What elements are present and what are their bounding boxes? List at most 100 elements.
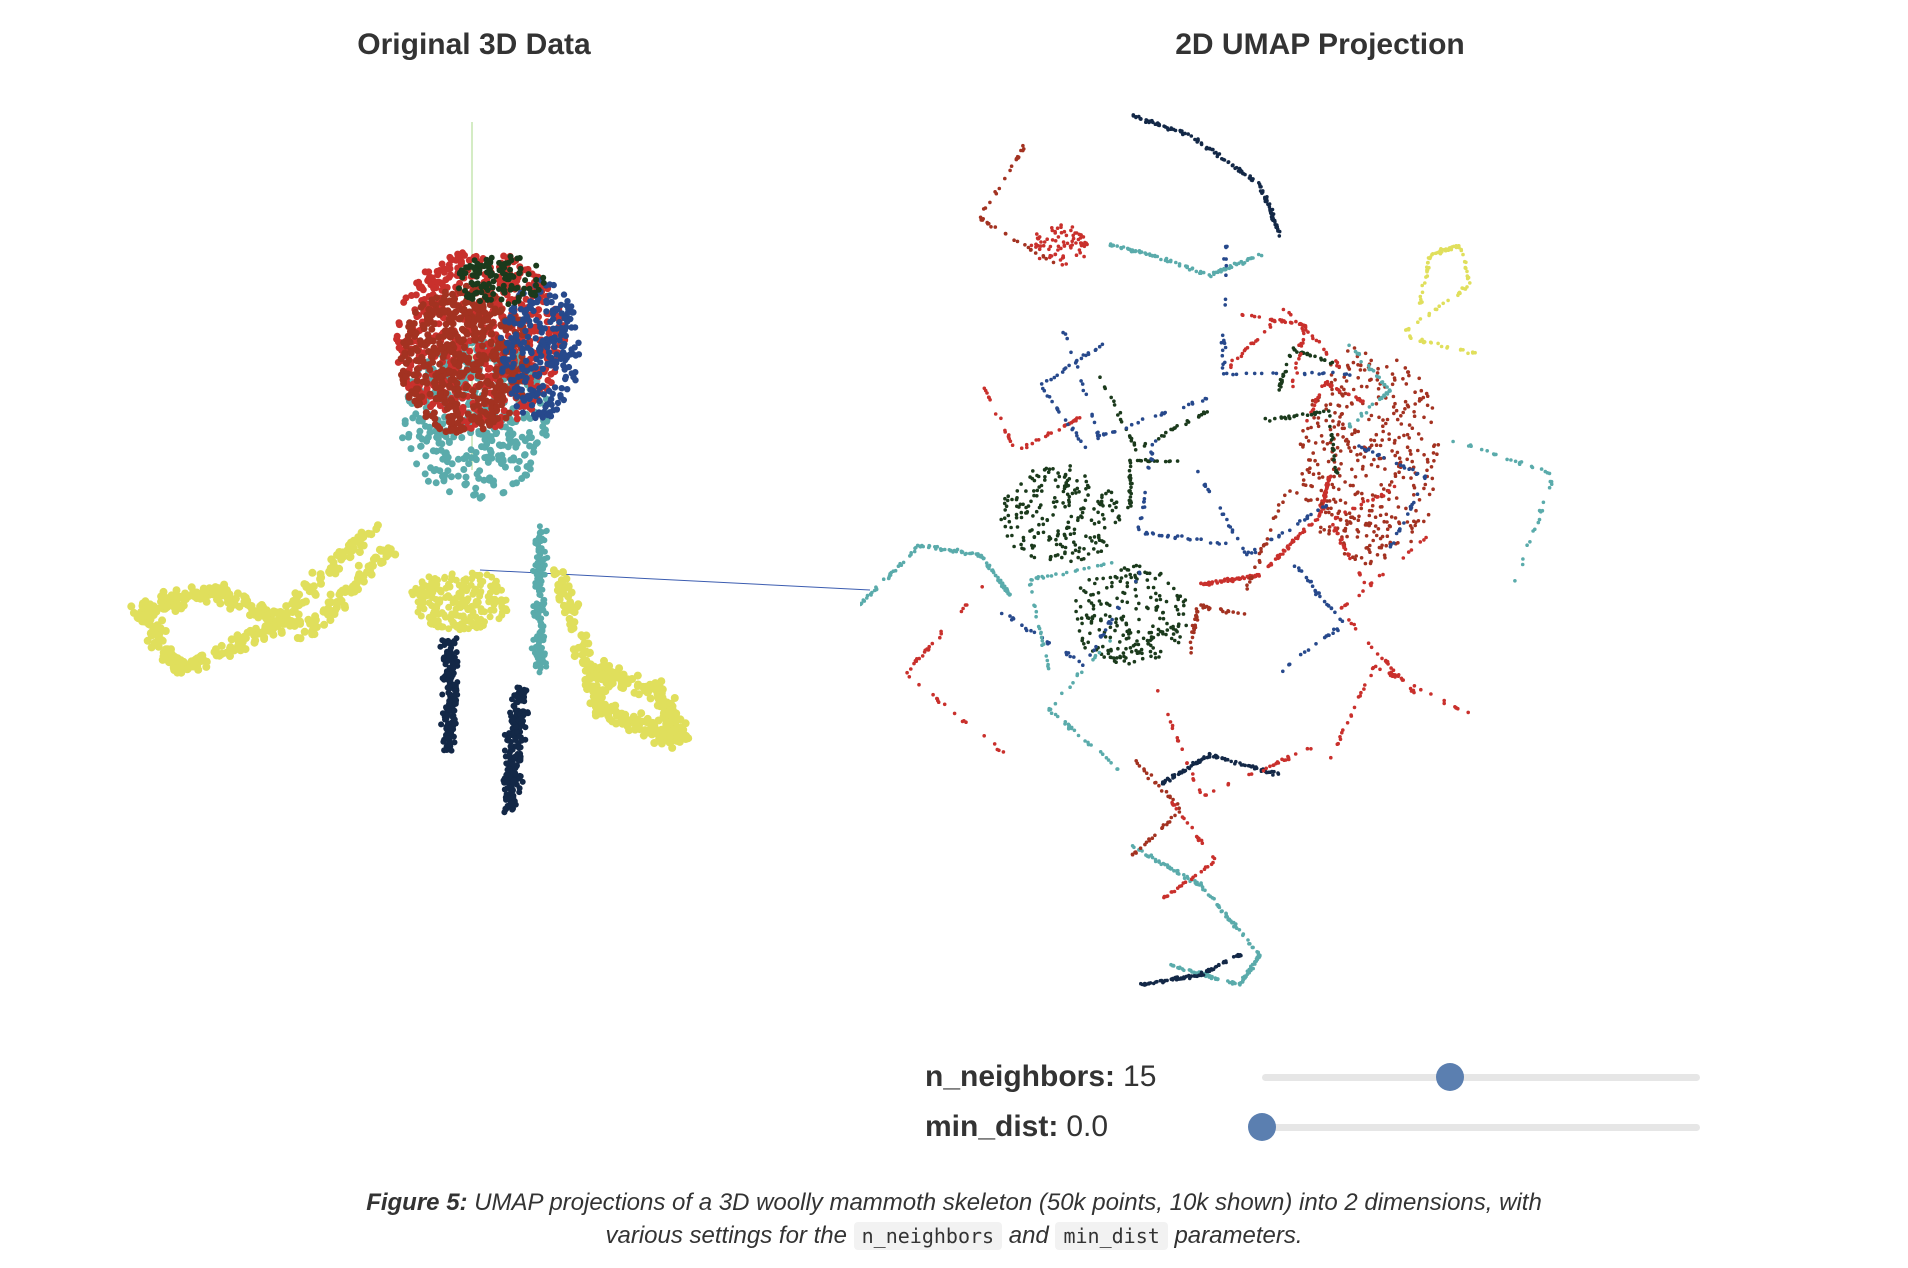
data-point	[1312, 416, 1316, 420]
data-point	[465, 460, 473, 468]
data-point	[1003, 496, 1007, 501]
scatter-3d-plot[interactable]	[120, 110, 900, 870]
data-point	[1286, 547, 1291, 551]
data-point	[1032, 535, 1037, 540]
data-point	[1353, 475, 1358, 479]
data-point	[127, 602, 136, 611]
data-point	[1122, 591, 1127, 596]
data-point	[269, 607, 278, 616]
data-point	[461, 480, 469, 488]
data-point	[1133, 587, 1138, 592]
data-point	[1345, 522, 1349, 526]
data-point	[1396, 541, 1400, 545]
data-point	[1319, 525, 1323, 530]
data-point	[393, 332, 401, 340]
data-point	[1324, 418, 1328, 423]
data-point	[1436, 443, 1441, 447]
data-point	[1417, 498, 1422, 502]
data-point	[1343, 529, 1347, 533]
data-point	[504, 737, 511, 744]
data-point	[1036, 531, 1041, 535]
data-point	[515, 373, 522, 380]
data-point	[1141, 636, 1146, 641]
data-point	[1077, 232, 1082, 237]
data-point	[422, 413, 430, 421]
data-point	[481, 309, 489, 317]
data-point	[1051, 513, 1055, 517]
data-point	[1077, 549, 1081, 554]
data-point	[896, 564, 901, 568]
data-point	[380, 547, 389, 556]
data-point	[1382, 487, 1386, 491]
data-point	[1306, 426, 1310, 431]
data-point	[492, 430, 500, 438]
data-point	[294, 610, 303, 619]
data-point	[1234, 262, 1239, 267]
data-point	[472, 623, 480, 631]
data-point	[513, 393, 521, 400]
data-point	[471, 304, 479, 312]
data-point	[1174, 604, 1178, 609]
data-point	[1356, 490, 1360, 495]
data-point	[490, 291, 497, 297]
data-point	[537, 592, 544, 599]
data-point	[1128, 572, 1132, 577]
data-point	[483, 378, 491, 386]
data-point	[408, 292, 415, 299]
data-point	[1057, 474, 1062, 479]
data-point	[477, 581, 484, 589]
data-point	[1407, 373, 1411, 378]
data-point	[525, 271, 532, 278]
data-point	[1062, 229, 1067, 234]
data-point	[1086, 640, 1090, 645]
data-point	[1042, 468, 1047, 472]
data-point	[497, 334, 505, 342]
data-point	[528, 402, 536, 409]
data-point	[1106, 651, 1111, 656]
data-point	[1268, 208, 1272, 213]
data-point	[539, 423, 547, 430]
data-point	[1085, 615, 1090, 620]
data-point	[1343, 480, 1347, 484]
data-point	[1099, 501, 1104, 506]
data-point	[612, 719, 621, 728]
data-point	[1079, 616, 1084, 620]
data-point	[1260, 191, 1264, 195]
data-point	[1100, 539, 1104, 543]
data-point	[1113, 520, 1118, 525]
data-point	[560, 608, 569, 617]
data-point	[1090, 539, 1094, 543]
data-point	[537, 618, 544, 625]
data-point	[584, 639, 593, 648]
data-point	[474, 598, 482, 606]
data-point	[656, 699, 665, 708]
data-point	[1374, 432, 1379, 437]
data-point	[445, 689, 452, 696]
data-point	[1426, 512, 1431, 517]
data-point	[1075, 617, 1080, 621]
data-point	[1369, 438, 1373, 442]
data-point	[442, 389, 450, 397]
data-point	[1064, 481, 1068, 485]
data-point	[1223, 267, 1227, 272]
data-point	[478, 289, 485, 296]
data-point	[1358, 452, 1363, 456]
data-point	[1350, 402, 1354, 406]
data-point	[1397, 521, 1402, 526]
data-point	[502, 414, 510, 422]
data-point	[1271, 215, 1275, 220]
data-point	[1124, 656, 1128, 660]
data-point	[190, 658, 199, 667]
data-point	[508, 343, 515, 350]
data-point	[354, 585, 362, 594]
data-point	[440, 299, 448, 307]
data-point	[1353, 557, 1357, 561]
data-point	[1072, 527, 1077, 532]
data-point	[1333, 411, 1337, 415]
data-point	[1186, 132, 1190, 136]
data-point	[1089, 518, 1094, 522]
data-point	[591, 708, 600, 717]
data-point	[492, 372, 500, 380]
data-point	[1257, 572, 1261, 577]
data-point	[454, 455, 462, 463]
